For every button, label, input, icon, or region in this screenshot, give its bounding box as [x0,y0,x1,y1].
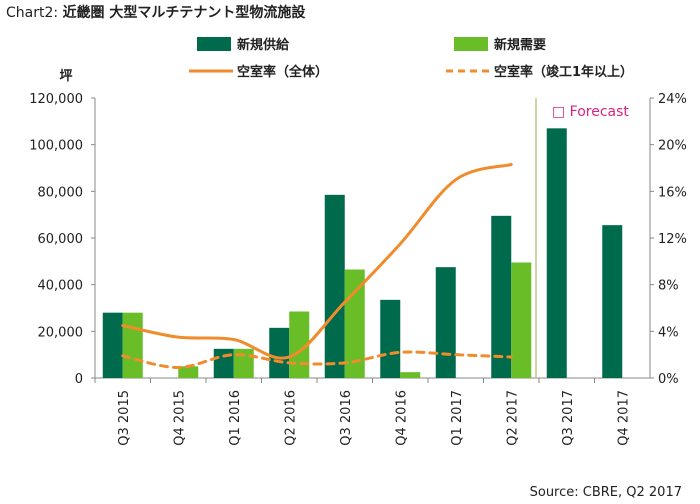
chart-title: Chart2: 近畿圏 大型マルチテナント型物流施設 [6,2,305,22]
y-left-tick-label: 120,000 [29,92,83,107]
bar-supply [324,194,345,378]
y-right-tick-label: 24% [658,92,687,107]
y-left-tick-label: 80,000 [38,185,84,200]
y-left-tick-label: 20,000 [38,325,84,340]
bar-demand [400,372,421,378]
bar-demand [289,311,310,378]
legend-label: 空室率（全体） [237,64,328,80]
legend-label: 新規需要 [494,37,546,53]
legend-swatch [197,37,231,51]
chart-title-main: 近畿圏 大型マルチテナント型物流施設 [62,5,306,21]
y-right-tick-label: 0% [658,372,679,387]
bar-supply [546,128,567,378]
y-left-tick-label: 100,000 [29,139,83,154]
y-left-unit-label: 坪 [59,69,72,84]
legend-label: 空室率（竣工1年以上） [494,64,633,80]
bar-supply [213,348,234,378]
bar-demand [122,312,143,378]
line-vacancy-total [121,163,513,360]
y-right-tick-label: 20% [658,139,687,154]
chart-title-prefix: Chart2: [6,5,59,21]
y-left-tick-label: 0 [75,372,83,387]
x-tick-label: Q3 2015 [117,390,132,446]
bar-supply [102,312,123,378]
bar-supply [380,299,401,378]
y-left-tick-label: 60,000 [38,232,84,247]
labels: 0 20,000 40,000 60,000 80,000 100,000 120,000 坪… [29,69,687,446]
x-tick-label: Q4 2017 [616,390,631,446]
y-right-tick-label: 12% [658,232,687,247]
bar-demand [178,366,199,378]
x-tick-label: Q3 2016 [339,390,354,446]
y-right-tick-label: 4% [658,325,679,340]
x-tick-label: Q4 2015 [172,390,187,446]
source-note: Source: CBRE, Q2 2017 [529,485,682,500]
bar-supply [491,215,512,378]
y-right-tick-label: 8% [658,279,679,294]
bars [102,128,623,378]
x-tick-label: Q3 2017 [561,390,576,446]
x-tick-label: Q1 2016 [228,390,243,446]
x-tick-label: Q2 2017 [505,390,520,446]
bar-demand [511,262,532,378]
forecast-label: □ Forecast [552,104,629,120]
bar-supply [435,267,456,378]
line-vacancy-1yr [121,350,513,370]
x-tick-label: Q2 2016 [283,390,298,446]
x-tick-label: Q4 2016 [394,390,409,446]
legend-swatch [454,37,488,51]
y-right-tick-label: 16% [658,185,687,200]
axes [91,97,654,383]
lines [121,163,513,370]
bar-supply [602,225,623,378]
bar-supply [269,327,290,378]
legend-label: 新規供給 [237,37,290,53]
x-tick-label: Q1 2017 [450,390,465,446]
y-left-tick-label: 40,000 [38,279,84,294]
